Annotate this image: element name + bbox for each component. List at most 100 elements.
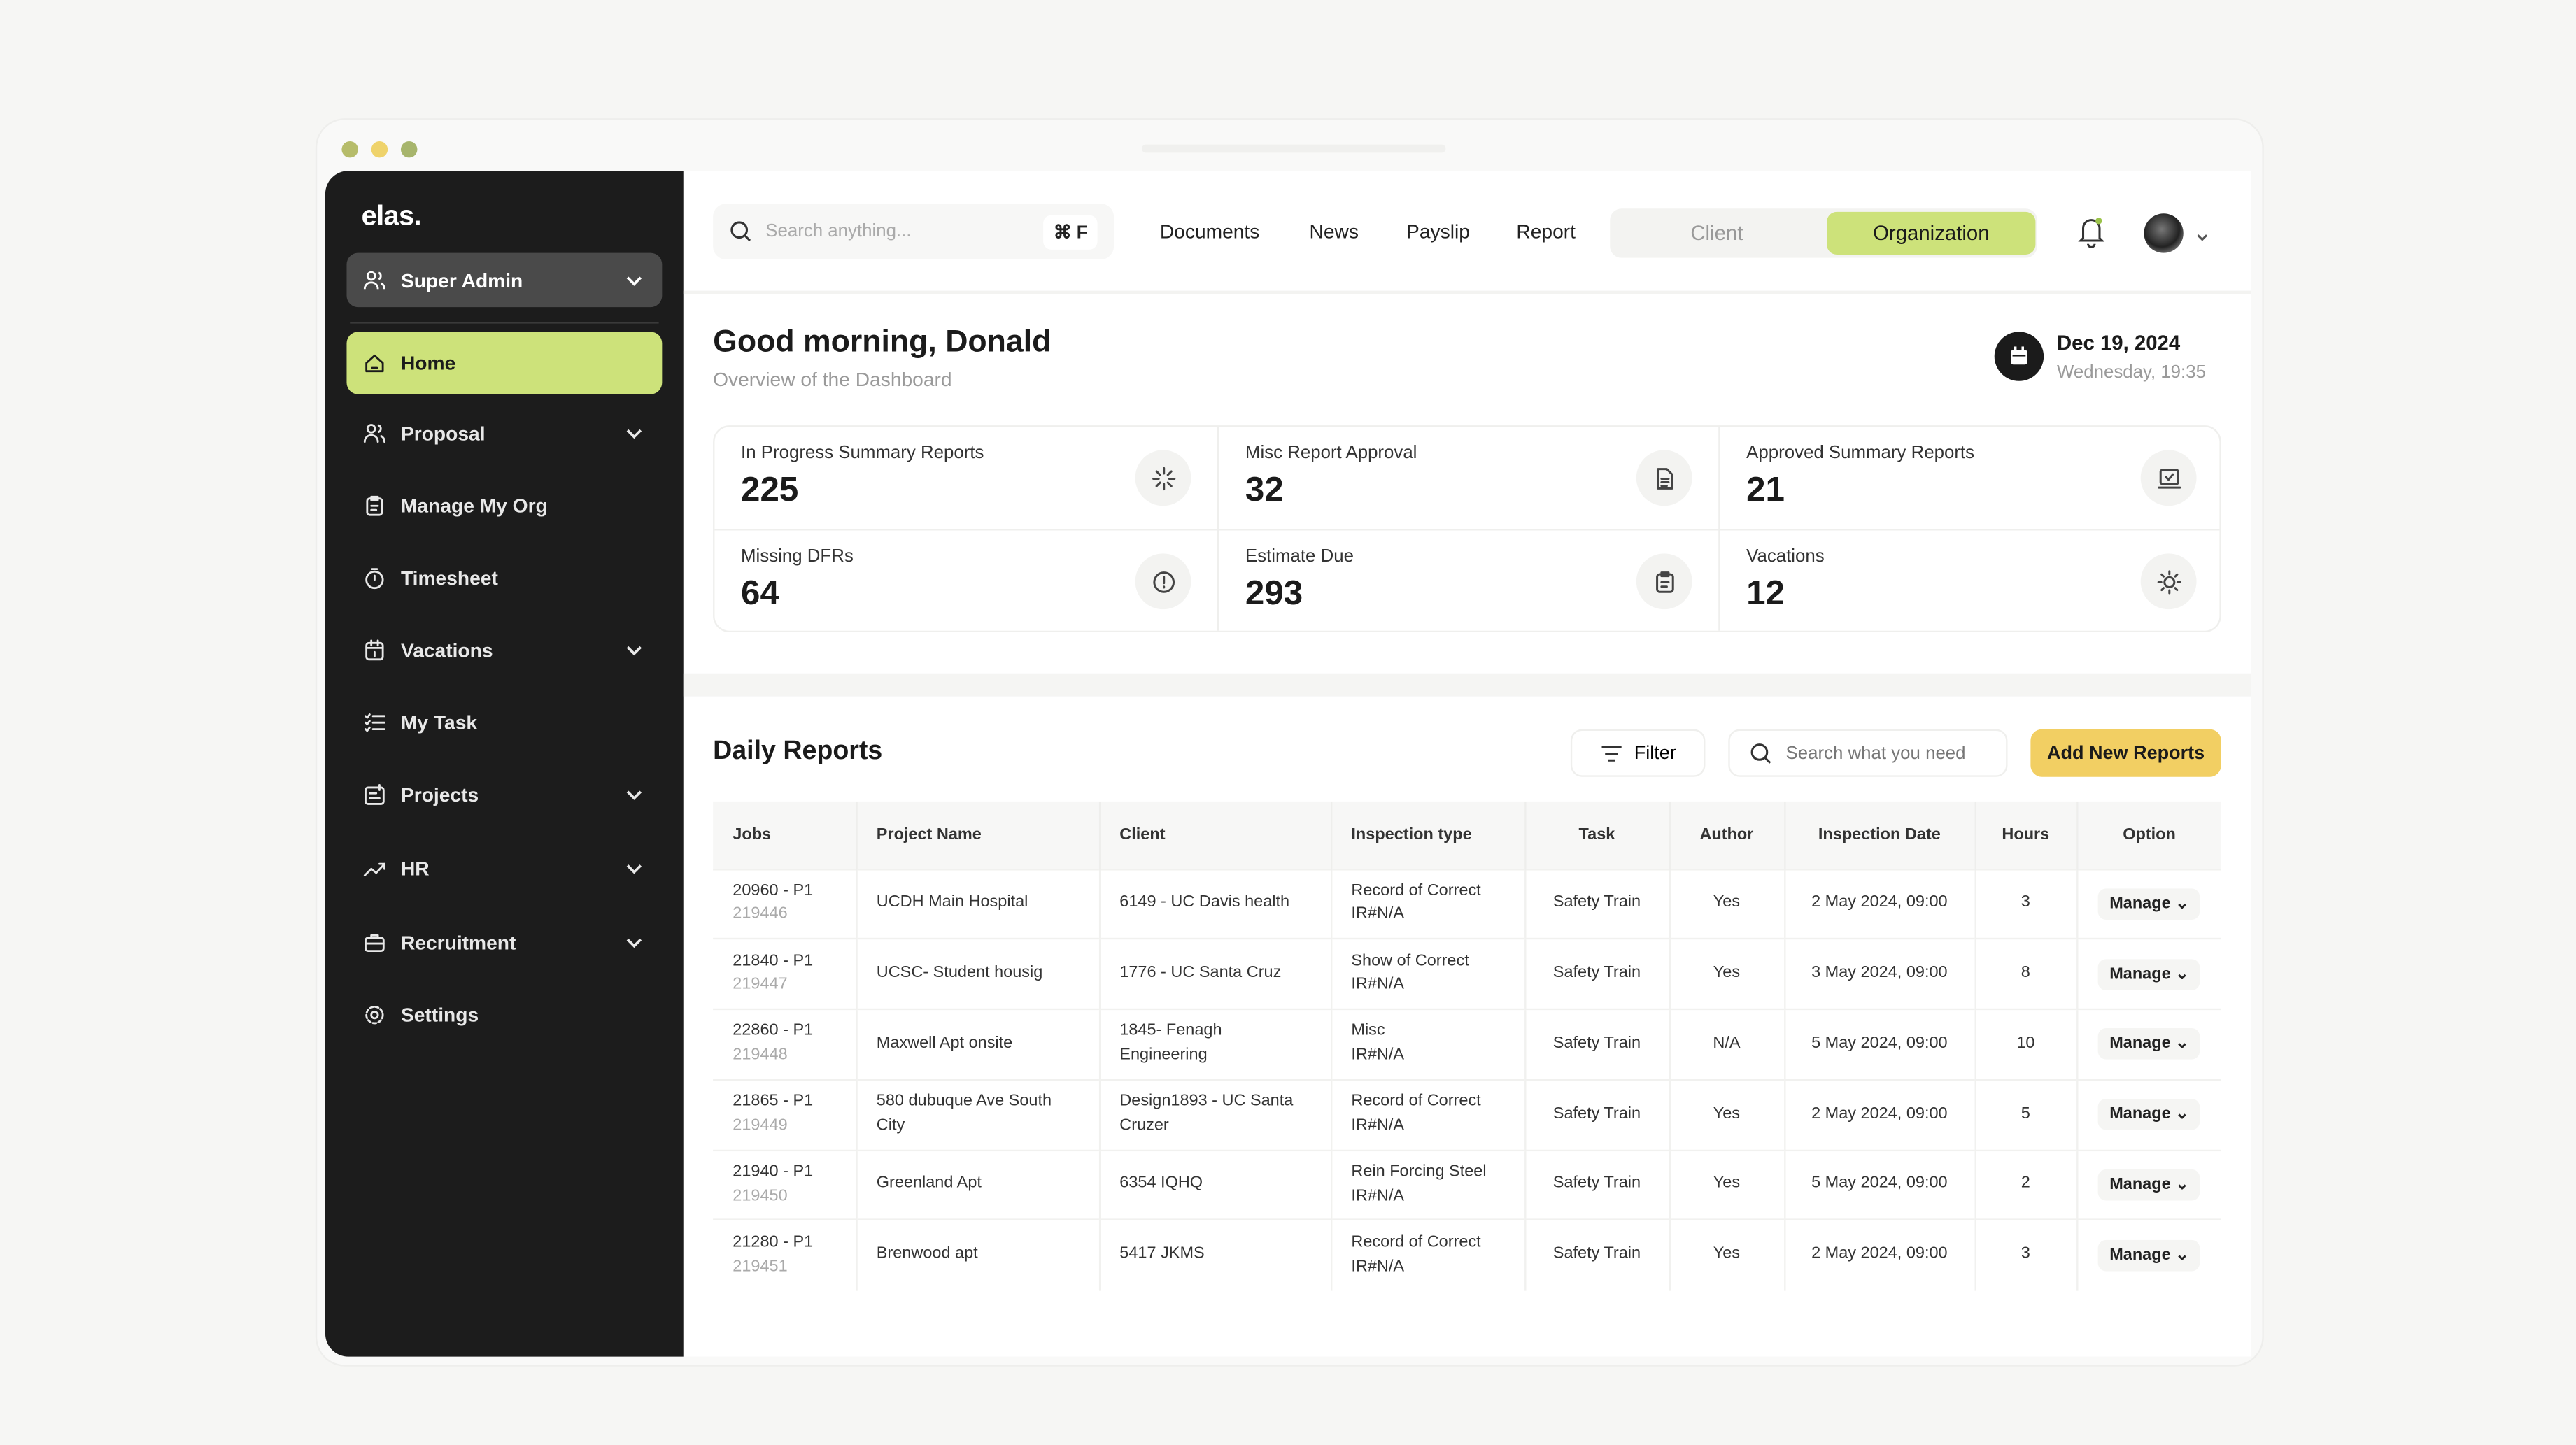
sidebar-item-label: Vacations	[400, 639, 493, 662]
avatar[interactable]	[2144, 213, 2184, 253]
project-name: Maxwell Apt onsite	[856, 1009, 1101, 1080]
nav-payslip[interactable]: Payslip	[1406, 220, 1470, 243]
reports-search[interactable]: Search what you need	[1728, 729, 2008, 777]
column-header: Option	[2076, 801, 2221, 869]
bell-icon[interactable]	[2076, 215, 2106, 257]
sidebar-item-settings[interactable]: Settings	[346, 984, 662, 1046]
table-row[interactable]: 21940 - P1 219450 Greenland Apt 6354 IQHQ Re…	[713, 1149, 2221, 1220]
client: 1845- Fenagh Engineering	[1098, 1009, 1332, 1080]
inspection-date: 5 May 2024, 09:00	[1784, 1149, 1976, 1220]
sidebar-item-vacations[interactable]: Vacations	[346, 619, 662, 681]
role-selector[interactable]: Super Admin	[346, 252, 663, 308]
sidebar-item-proposal[interactable]: Proposal	[346, 402, 662, 464]
window-maximize-button[interactable]	[400, 141, 418, 158]
job-id: 219448	[733, 1046, 788, 1065]
calendar-icon	[1994, 332, 2044, 381]
toggle-client[interactable]: Client	[1690, 222, 1743, 245]
manage-label: Manage	[2109, 895, 2171, 913]
stat-card[interactable]: Missing DFRs 64	[714, 530, 1219, 631]
column-header: Author	[1669, 801, 1785, 869]
chevron-down-icon: ⌄	[2175, 1035, 2189, 1054]
job-cell: 21940 - P1 219450	[713, 1149, 857, 1220]
sidebar-item-manage-my-org[interactable]: Manage My Org	[346, 475, 662, 537]
window-minimize-button[interactable]	[371, 141, 388, 158]
sidebar-item-timesheet[interactable]: Timesheet	[346, 547, 662, 609]
stat-card[interactable]: Estimate Due 293	[1219, 530, 1720, 631]
table-row[interactable]: 21840 - P1 219447 UCSC- Student housig 1776…	[713, 938, 2221, 1010]
global-search[interactable]: Search anything... ⌘ F	[713, 204, 1114, 260]
filter-button[interactable]: Filter	[1570, 729, 1706, 777]
job-number: 20960 - P1	[733, 881, 814, 900]
search-input[interactable]: Search anything...	[765, 222, 912, 242]
chevron-down-icon[interactable]	[623, 783, 646, 806]
author: Yes	[1669, 1079, 1785, 1151]
manage-dropdown[interactable]: Manage ⌄	[2097, 1099, 2201, 1131]
nav-documents[interactable]: Documents	[1159, 220, 1260, 243]
client: 1776 - UC Santa Cruz	[1098, 938, 1332, 1010]
hours: 10	[1974, 1009, 2078, 1080]
chevron-down-icon[interactable]	[623, 422, 646, 445]
page-subtitle: Overview of the Dashboard	[713, 367, 952, 391]
clipboard-icon	[1636, 553, 1692, 610]
sidebar-item-my-task[interactable]: My Task	[346, 692, 662, 754]
chevron-down-icon[interactable]	[623, 639, 646, 662]
sidebar-item-hr[interactable]: HR	[346, 838, 662, 900]
job-cell: 21840 - P1 219447	[713, 938, 857, 1010]
inspection-type-cell: Misc IR#N/A	[1331, 1009, 1526, 1080]
stat-card[interactable]: Vacations 12	[1720, 530, 2220, 630]
table-row[interactable]: 22860 - P1 219448 Maxwell Apt onsite 1845- …	[713, 1009, 2221, 1080]
inspection-type: Rein Forcing Steel	[1351, 1162, 1487, 1181]
manage-dropdown[interactable]: Manage ⌄	[2097, 1169, 2201, 1201]
page-title: Good morning, Donald	[713, 325, 1052, 360]
chevron-down-icon	[623, 269, 646, 292]
manage-dropdown[interactable]: Manage ⌄	[2097, 1240, 2201, 1272]
inspection-type: Record of Correct	[1351, 1233, 1481, 1252]
chevron-down-icon: ⌄	[2175, 1105, 2189, 1124]
stat-card[interactable]: In Progress Summary Reports 225	[714, 427, 1219, 531]
stat-card[interactable]: Approved Summary Reports 21	[1720, 427, 2220, 531]
inspection-ir: IR#N/A	[1351, 1046, 1405, 1065]
manage-dropdown[interactable]: Manage ⌄	[2097, 958, 2201, 990]
table-row[interactable]: 20960 - P1 219446 UCDH Main Hospital 6149 -…	[713, 868, 2221, 939]
inspection-ir: IR#N/A	[1351, 1186, 1405, 1205]
monitor-check-icon	[2140, 450, 2197, 506]
stat-card[interactable]: Misc Report Approval 32	[1219, 427, 1720, 531]
column-header: Inspection type	[1331, 801, 1526, 869]
chevron-down-icon[interactable]	[623, 857, 646, 881]
job-id: 219447	[733, 976, 788, 995]
nav-news[interactable]: News	[1309, 220, 1359, 243]
sidebar-item-home[interactable]: Home	[346, 332, 663, 394]
sidebar-item-projects[interactable]: Projects	[346, 764, 662, 826]
header-divider	[683, 290, 2251, 294]
sidebar-item-label: Recruitment	[400, 931, 516, 955]
table-row[interactable]: 21280 - P1 219451 Brenwood apt 5417 JKMS Rec…	[713, 1219, 2221, 1291]
window-close-button[interactable]	[341, 141, 358, 158]
stat-value: 12	[1746, 574, 1785, 613]
add-new-reports-button[interactable]: Add New Reports	[2030, 729, 2221, 777]
toggle-organization[interactable]: Organization	[1827, 211, 2036, 255]
option-cell: Manage ⌄	[2076, 1149, 2221, 1220]
option-cell: Manage ⌄	[2076, 868, 2221, 939]
briefcase-icon	[363, 931, 386, 954]
sidebar-item-recruitment[interactable]: Recruitment	[346, 911, 662, 974]
checklist-icon	[363, 711, 386, 734]
manage-dropdown[interactable]: Manage ⌄	[2097, 888, 2201, 920]
reports-search-input[interactable]: Search what you need	[1785, 743, 1966, 763]
inspection-date: 3 May 2024, 09:00	[1784, 938, 1976, 1010]
job-id: 219450	[733, 1186, 788, 1205]
job-number: 21940 - P1	[733, 1162, 814, 1181]
nav-report[interactable]: Report	[1516, 220, 1576, 243]
author: N/A	[1669, 1009, 1785, 1080]
sidebar-item-label: Manage My Org	[400, 494, 548, 518]
manage-dropdown[interactable]: Manage ⌄	[2097, 1029, 2201, 1060]
column-header: Jobs	[713, 801, 857, 869]
chevron-down-icon[interactable]	[2195, 223, 2209, 252]
chevron-down-icon: ⌄	[2175, 965, 2189, 983]
chevron-down-icon: ⌄	[2175, 895, 2189, 913]
inspection-ir: IR#N/A	[1351, 1116, 1405, 1135]
table-row[interactable]: 21865 - P1 219449 580 dubuque Ave South Ci…	[713, 1079, 2221, 1151]
sidebar-item-label: Home	[400, 351, 456, 375]
chevron-down-icon[interactable]	[623, 931, 646, 954]
chevron-down-icon: ⌄	[2175, 1176, 2189, 1195]
